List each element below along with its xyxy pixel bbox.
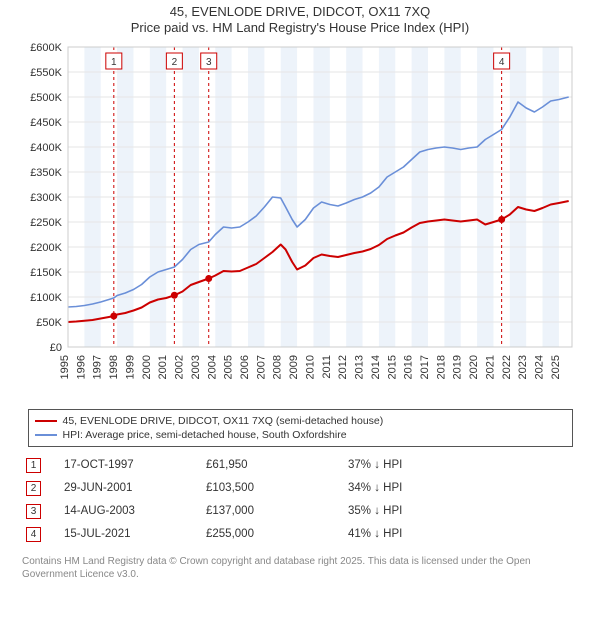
- sale-delta: 41% ↓ HPI: [344, 524, 578, 545]
- svg-text:£350K: £350K: [30, 167, 62, 179]
- svg-text:2023: 2023: [517, 355, 529, 379]
- table-row: 1 17-OCT-1997£61,95037% ↓ HPI: [22, 455, 578, 476]
- svg-text:2003: 2003: [190, 355, 202, 379]
- sale-price: £255,000: [202, 524, 342, 545]
- svg-text:£600K: £600K: [30, 42, 62, 54]
- sale-price: £61,950: [202, 455, 342, 476]
- legend-row: 45, EVENLODE DRIVE, DIDCOT, OX11 7XQ (se…: [35, 414, 566, 428]
- svg-text:2015: 2015: [386, 355, 398, 379]
- sale-price: £137,000: [202, 501, 342, 522]
- legend-swatch: [35, 420, 57, 422]
- svg-text:2012: 2012: [337, 355, 349, 379]
- sale-date: 17-OCT-1997: [60, 455, 200, 476]
- sale-date: 15-JUL-2021: [60, 524, 200, 545]
- svg-text:£100K: £100K: [30, 292, 62, 304]
- chart-title: 45, EVENLODE DRIVE, DIDCOT, OX11 7XQ Pri…: [0, 0, 600, 37]
- legend-box: 45, EVENLODE DRIVE, DIDCOT, OX11 7XQ (se…: [28, 409, 573, 447]
- attribution-text: Contains HM Land Registry data © Crown c…: [0, 549, 600, 589]
- sale-delta: 34% ↓ HPI: [344, 478, 578, 499]
- sale-marker: 2: [26, 481, 41, 496]
- title-line2: Price paid vs. HM Land Registry's House …: [6, 20, 594, 36]
- svg-text:3: 3: [206, 57, 212, 68]
- svg-text:£400K: £400K: [30, 142, 62, 154]
- legend-row: HPI: Average price, semi-detached house,…: [35, 428, 566, 442]
- svg-text:2000: 2000: [141, 355, 153, 379]
- svg-text:2001: 2001: [157, 355, 169, 379]
- sale-date: 14-AUG-2003: [60, 501, 200, 522]
- svg-text:2020: 2020: [468, 355, 480, 379]
- svg-text:2018: 2018: [435, 355, 447, 379]
- svg-text:2022: 2022: [501, 355, 513, 379]
- sale-price: £103,500: [202, 478, 342, 499]
- svg-text:1995: 1995: [59, 355, 71, 379]
- svg-text:2007: 2007: [255, 355, 267, 379]
- svg-text:2002: 2002: [174, 355, 186, 379]
- chart-svg: £0 £50K £100K £150K £200K £250K £300K £350K £400…: [20, 39, 580, 399]
- svg-text:2010: 2010: [304, 355, 316, 379]
- sales-table: 1 17-OCT-1997£61,95037% ↓ HPI 2 29-JUN-2001…: [20, 453, 580, 547]
- svg-text:1999: 1999: [124, 355, 136, 379]
- sale-marker: 3: [26, 504, 41, 519]
- svg-text:4: 4: [499, 57, 505, 68]
- sale-delta: 37% ↓ HPI: [344, 455, 578, 476]
- svg-text:2013: 2013: [354, 355, 366, 379]
- svg-text:£450K: £450K: [30, 117, 62, 129]
- svg-text:1: 1: [111, 57, 117, 68]
- legend-swatch: [35, 434, 57, 436]
- legend-label: HPI: Average price, semi-detached house,…: [63, 429, 347, 441]
- title-line1: 45, EVENLODE DRIVE, DIDCOT, OX11 7XQ: [6, 4, 594, 20]
- table-row: 3 14-AUG-2003£137,00035% ↓ HPI: [22, 501, 578, 522]
- svg-text:£300K: £300K: [30, 192, 62, 204]
- svg-text:2009: 2009: [288, 355, 300, 379]
- svg-text:2008: 2008: [272, 355, 284, 379]
- svg-text:2005: 2005: [223, 355, 235, 379]
- legend-label: 45, EVENLODE DRIVE, DIDCOT, OX11 7XQ (se…: [63, 415, 384, 427]
- svg-text:2025: 2025: [550, 355, 562, 379]
- svg-text:£500K: £500K: [30, 92, 62, 104]
- svg-text:2: 2: [172, 57, 178, 68]
- svg-text:£200K: £200K: [30, 242, 62, 254]
- svg-text:£150K: £150K: [30, 267, 62, 279]
- sale-marker: 1: [26, 458, 41, 473]
- chart-area: £0 £50K £100K £150K £200K £250K £300K £350K £400…: [20, 39, 580, 399]
- table-row: 2 29-JUN-2001£103,50034% ↓ HPI: [22, 478, 578, 499]
- svg-text:2017: 2017: [419, 355, 431, 379]
- svg-text:£0: £0: [50, 342, 62, 354]
- svg-text:2011: 2011: [321, 355, 333, 379]
- svg-text:2014: 2014: [370, 355, 382, 379]
- svg-text:£50K: £50K: [36, 317, 62, 329]
- sale-marker: 4: [26, 527, 41, 542]
- svg-text:1998: 1998: [108, 355, 120, 379]
- svg-text:2019: 2019: [452, 355, 464, 379]
- sale-delta: 35% ↓ HPI: [344, 501, 578, 522]
- svg-text:2021: 2021: [484, 355, 496, 379]
- svg-text:2006: 2006: [239, 355, 251, 379]
- svg-text:2024: 2024: [534, 355, 546, 379]
- svg-text:£250K: £250K: [30, 217, 62, 229]
- svg-text:1997: 1997: [92, 355, 104, 379]
- svg-text:2016: 2016: [403, 355, 415, 379]
- table-row: 4 15-JUL-2021£255,00041% ↓ HPI: [22, 524, 578, 545]
- svg-text:1996: 1996: [75, 355, 87, 379]
- svg-text:£550K: £550K: [30, 67, 62, 79]
- sale-date: 29-JUN-2001: [60, 478, 200, 499]
- svg-text:2004: 2004: [206, 355, 218, 379]
